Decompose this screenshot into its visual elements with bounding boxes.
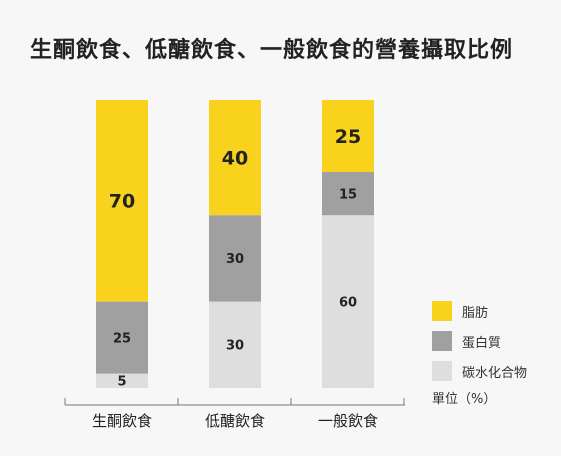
unit-label: 單位（%） bbox=[432, 392, 497, 407]
x-tick-label-1: 生酮飲食 bbox=[92, 412, 152, 430]
legend-swatch-protein bbox=[432, 331, 452, 351]
data-label-fat-3: 25 bbox=[335, 126, 361, 148]
chart-title: 生酮飲食、低醣飲食、一般飲食的營養攝取比例 bbox=[30, 38, 514, 63]
legend-swatch-carbs bbox=[432, 361, 452, 381]
data-label-protein-3: 15 bbox=[339, 187, 357, 202]
bar-segment-carbs-1 bbox=[96, 373, 148, 388]
legend-swatch-fat bbox=[432, 301, 452, 321]
data-label-carbs-3: 60 bbox=[339, 295, 357, 310]
data-label-fat-2: 40 bbox=[222, 147, 248, 169]
legend: 脂肪 蛋白質 碳水化合物 bbox=[432, 300, 527, 390]
data-label-carbs-1: 5 bbox=[117, 374, 126, 389]
bar-segment-protein-3 bbox=[322, 172, 374, 216]
bar-segment-protein-2 bbox=[209, 215, 261, 302]
legend-item-protein: 蛋白質 bbox=[432, 330, 527, 352]
bar-segment-carbs-2 bbox=[209, 301, 261, 388]
bar-segment-fat-1 bbox=[96, 100, 148, 302]
bar-segment-protein-1 bbox=[96, 301, 148, 374]
legend-label-protein: 蛋白質 bbox=[462, 335, 502, 351]
x-tick-label-3: 一般飲食 bbox=[318, 412, 378, 430]
bar-segment-fat-2 bbox=[209, 100, 261, 216]
bar-segment-fat-3 bbox=[322, 100, 374, 172]
x-tick-label-2: 低醣飲食 bbox=[205, 412, 265, 430]
data-label-carbs-2: 30 bbox=[226, 338, 244, 353]
legend-label-fat: 脂肪 bbox=[462, 305, 489, 321]
legend-label-carbs: 碳水化合物 bbox=[462, 365, 528, 381]
data-label-fat-1: 70 bbox=[109, 191, 135, 213]
data-label-protein-1: 25 bbox=[113, 331, 131, 346]
bar-segment-carbs-3 bbox=[322, 215, 374, 388]
legend-item-carbs: 碳水化合物 bbox=[432, 360, 527, 382]
data-label-protein-2: 30 bbox=[226, 252, 244, 267]
legend-item-fat: 脂肪 bbox=[432, 300, 527, 322]
